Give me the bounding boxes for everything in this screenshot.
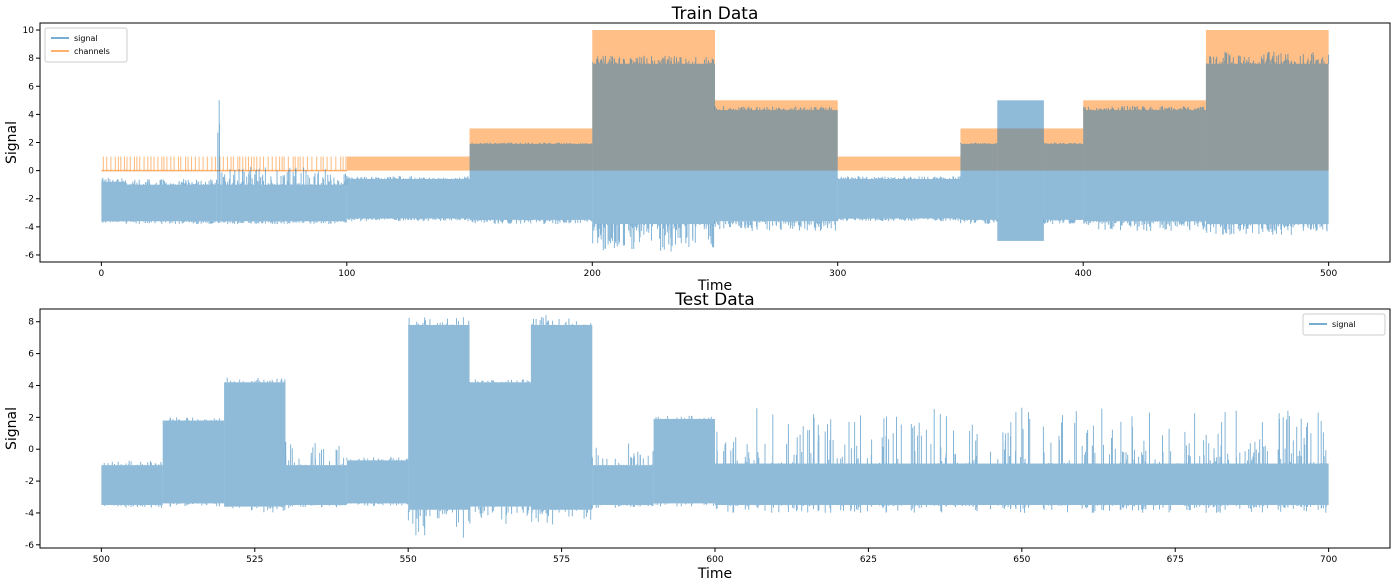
x-tick-label: 650 bbox=[1013, 555, 1030, 565]
signal-band bbox=[224, 382, 286, 507]
legend-box bbox=[44, 27, 128, 63]
y-tick-label: -4 bbox=[25, 509, 34, 519]
x-tick-label: 600 bbox=[706, 555, 723, 565]
series-signal bbox=[101, 51, 1330, 252]
signal-spikes bbox=[1043, 142, 1081, 224]
signal-band bbox=[715, 110, 838, 222]
y-axis-label: Signal bbox=[4, 121, 20, 164]
x-tick-label: 400 bbox=[1075, 269, 1092, 279]
x-tick-label: 300 bbox=[829, 269, 846, 279]
signal-spikes bbox=[1205, 51, 1330, 235]
signal-band bbox=[960, 143, 998, 220]
signal-band bbox=[997, 100, 1044, 241]
x-axis-label: Time bbox=[697, 278, 732, 294]
legend-label-signal: signal bbox=[74, 34, 98, 43]
signal-band bbox=[653, 418, 715, 504]
signal-band bbox=[530, 324, 593, 510]
legend-box bbox=[1302, 313, 1386, 336]
signal-band bbox=[162, 420, 225, 504]
legend-label-channels: channels bbox=[74, 47, 110, 56]
plot-area bbox=[101, 315, 1329, 538]
signal-band bbox=[469, 143, 593, 220]
y-tick-label: -2 bbox=[25, 195, 34, 205]
channels-block bbox=[837, 156, 961, 171]
y-axis-label: Signal bbox=[4, 407, 20, 450]
signal-band bbox=[285, 465, 347, 505]
x-tick-label: 525 bbox=[246, 555, 263, 565]
signal-spikes bbox=[101, 177, 127, 223]
signal-band bbox=[837, 179, 961, 219]
y-tick-label: 4 bbox=[28, 110, 34, 120]
y-tick-label: 4 bbox=[28, 381, 34, 391]
signal-band bbox=[216, 184, 222, 222]
x-tick-label: 550 bbox=[400, 555, 417, 565]
signal-band bbox=[1083, 110, 1206, 222]
series-signal bbox=[101, 315, 1329, 538]
y-tick-label: 6 bbox=[28, 82, 34, 92]
y-tick-label: 0 bbox=[28, 445, 34, 455]
legend-label-signal: signal bbox=[1332, 320, 1356, 329]
signal-spikes bbox=[1083, 106, 1205, 231]
signal-band bbox=[346, 179, 470, 219]
y-tick-label: 6 bbox=[28, 350, 34, 360]
legend: signal bbox=[1302, 313, 1386, 336]
signal-band bbox=[408, 324, 470, 510]
x-tick-label: 200 bbox=[584, 269, 601, 279]
x-tick-label: 675 bbox=[1167, 555, 1184, 565]
channels-block bbox=[346, 156, 470, 171]
x-tick-label: 500 bbox=[93, 555, 110, 565]
signal-band bbox=[221, 184, 347, 222]
signal-band bbox=[1205, 63, 1329, 225]
x-tick-label: 625 bbox=[860, 555, 877, 565]
signal-spikes bbox=[221, 166, 348, 224]
y-tick-label: -6 bbox=[25, 541, 34, 551]
signal-band bbox=[592, 63, 715, 225]
signal-band bbox=[346, 460, 409, 504]
y-tick-label: 8 bbox=[28, 54, 34, 64]
x-tick-label: 0 bbox=[98, 269, 104, 279]
y-tick-label: 0 bbox=[28, 167, 34, 177]
signal-band bbox=[101, 181, 126, 222]
x-tick-label: 700 bbox=[1320, 555, 1337, 565]
signal-spikes bbox=[347, 176, 470, 222]
signal-band bbox=[125, 184, 217, 222]
signal-spikes bbox=[469, 142, 593, 224]
signal-band bbox=[592, 465, 654, 505]
signal-spikes bbox=[714, 106, 837, 231]
x-tick-label: 575 bbox=[553, 555, 570, 565]
y-tick-label: 2 bbox=[28, 413, 34, 423]
chart-2: 500 525 550 575 600 625 650 675 700 -6 -4 -2 0 2 4 6 8 Te… bbox=[4, 290, 1391, 582]
y-tick-label: 8 bbox=[28, 318, 34, 328]
signal-band bbox=[715, 463, 1329, 505]
chart-1: 0 100 200 300 400 500 -6 -4 -2 0 2 4 6 8 10 Train Data T… bbox=[4, 4, 1391, 294]
y-tick-label: -6 bbox=[25, 251, 34, 261]
x-tick-label: 500 bbox=[1320, 269, 1337, 279]
y-tick-label: -2 bbox=[25, 477, 34, 487]
plot-area bbox=[101, 30, 1330, 252]
y-tick-label: 10 bbox=[23, 26, 35, 36]
signal-band bbox=[1043, 143, 1084, 220]
y-tick-label: 2 bbox=[28, 139, 34, 149]
signal-spikes bbox=[592, 55, 715, 252]
signal-spikes bbox=[217, 100, 221, 224]
x-tick-label: 100 bbox=[338, 269, 355, 279]
chart-title: Test Data bbox=[674, 290, 754, 310]
signal-spikes bbox=[837, 176, 961, 222]
y-tick-label: -4 bbox=[25, 223, 34, 233]
signal-band bbox=[469, 382, 531, 507]
signal-band bbox=[101, 465, 163, 505]
x-axis-label: Time bbox=[697, 566, 732, 582]
chart-title: Train Data bbox=[671, 4, 759, 24]
signal-spikes bbox=[125, 179, 218, 224]
legend: signal channels bbox=[44, 27, 128, 63]
